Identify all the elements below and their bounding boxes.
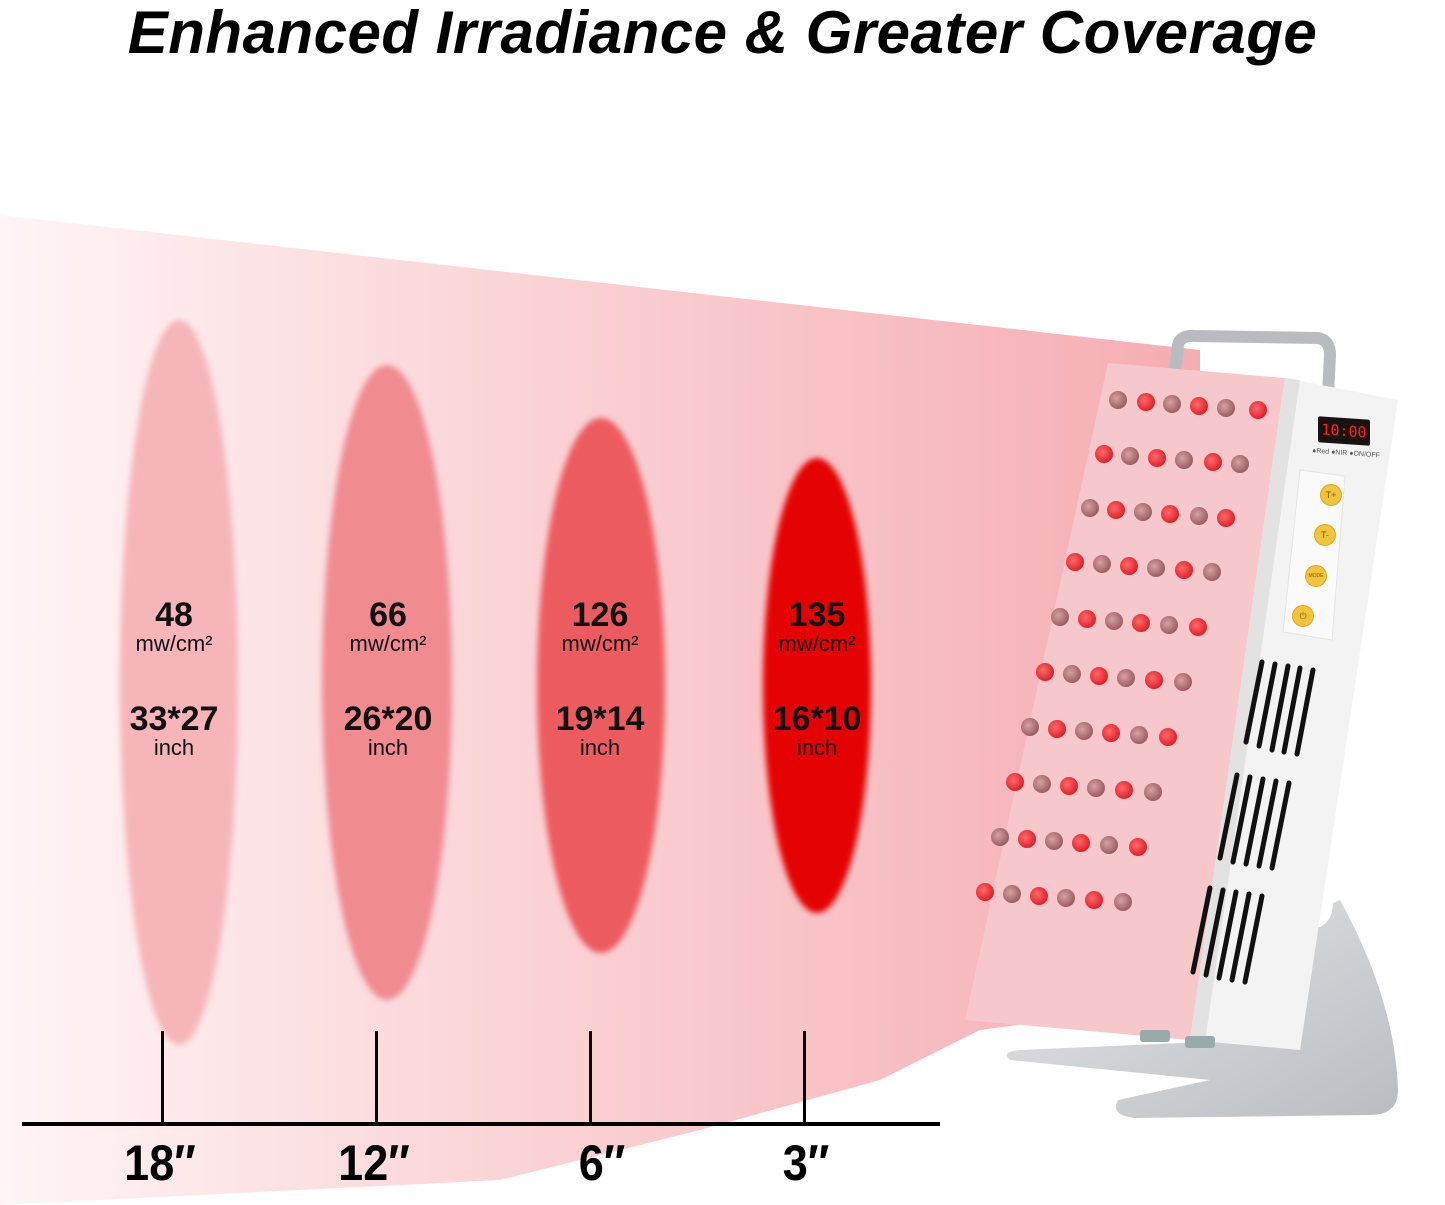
zone-label-3in: 135 mw/cm² 16*10 inch (747, 597, 887, 759)
tick-18in (161, 1031, 164, 1123)
irradiance-unit: mw/cm² (349, 631, 427, 656)
tick-12in (375, 1031, 378, 1123)
coverage-value: 26*20 (343, 700, 433, 738)
distance-axis (22, 1122, 940, 1126)
coverage-ellipse-3in (763, 458, 871, 913)
distance-label-12in: 12″ (338, 1135, 410, 1191)
zone-label-6in: 126 mw/cm² 19*14 inch (530, 597, 670, 759)
distance-label-18in: 18″ (124, 1135, 196, 1191)
coverage-unit: inch (796, 735, 838, 760)
distance-label-6in: 6″ (578, 1135, 626, 1191)
coverage-unit: inch (367, 735, 409, 760)
mode-button[interactable]: MODE (1305, 565, 1327, 587)
tick-3in (803, 1031, 806, 1123)
timer-decrease-button[interactable]: T- (1314, 524, 1336, 546)
distance-label-3in: 3″ (782, 1135, 830, 1191)
coverage-ellipse-6in (537, 418, 665, 953)
irradiance-value: 66 (369, 596, 407, 634)
coverage-value: 16*10 (772, 700, 862, 738)
zone-label-18in: 48 mw/cm² 33*27 inch (104, 597, 244, 759)
page-title: Enhanced Irradiance & Greater Coverage (127, 0, 1318, 66)
zone-label-12in: 66 mw/cm² 26*20 inch (318, 597, 458, 759)
coverage-value: 33*27 (129, 700, 219, 738)
tick-6in (589, 1031, 592, 1123)
irradiance-unit: mw/cm² (778, 631, 856, 656)
irradiance-unit: mw/cm² (561, 631, 639, 656)
irradiance-unit: mw/cm² (135, 631, 213, 656)
coverage-ellipse-18in (120, 320, 238, 1045)
irradiance-value: 48 (155, 596, 193, 634)
timer-display: 10:00 (1318, 416, 1370, 446)
coverage-value: 19*14 (555, 700, 645, 738)
coverage-ellipse-12in (322, 365, 452, 1000)
power-button[interactable]: ⏻ (1292, 605, 1314, 627)
coverage-unit: inch (579, 735, 621, 760)
timer-increase-button[interactable]: T+ (1320, 484, 1342, 506)
irradiance-value: 135 (788, 596, 846, 634)
irradiance-value: 126 (571, 596, 629, 634)
coverage-unit: inch (153, 735, 195, 760)
